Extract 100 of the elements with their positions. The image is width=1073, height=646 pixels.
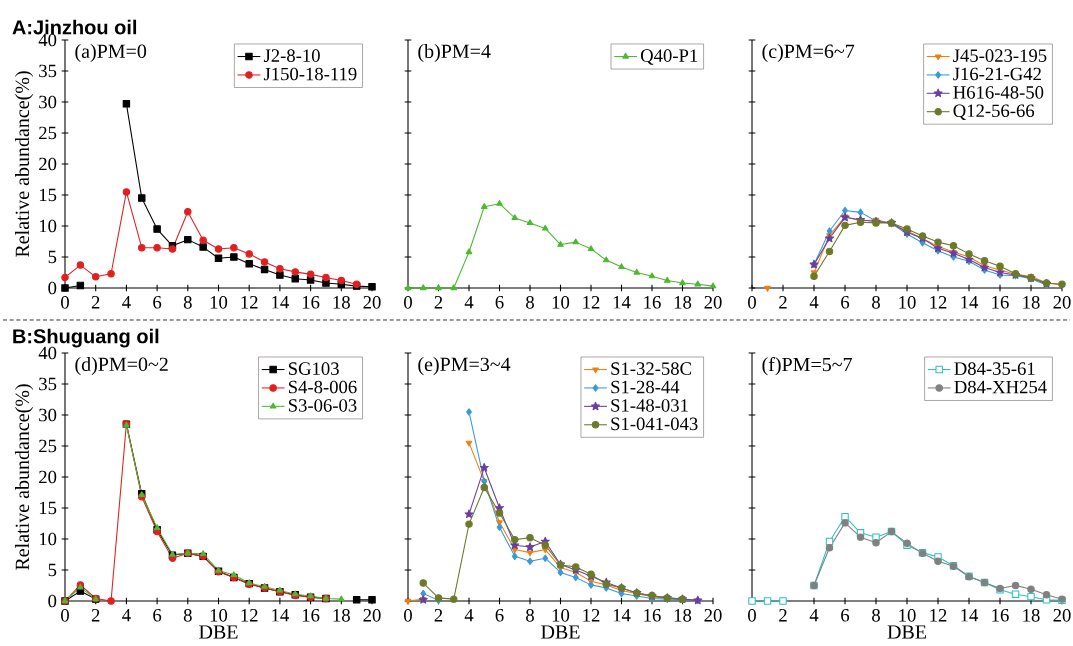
x-tick-label: 12: [583, 609, 600, 622]
x-tick-label: 0: [404, 609, 412, 622]
y-tick-label: 0: [48, 594, 57, 608]
x-tick-label: 6: [841, 609, 850, 622]
x-tick-label: 8: [183, 296, 192, 309]
x-tick-label: 0: [748, 609, 756, 622]
x-tick-label: 8: [872, 296, 880, 309]
x-tick-label: 2: [779, 296, 787, 309]
x-tick-label: 4: [122, 609, 131, 622]
legend-label: S1-48-031: [611, 399, 688, 412]
text: A:Jinzhou oil: [12, 19, 137, 35]
x-tick-label: 12: [241, 296, 258, 309]
x-tick-label: 10: [210, 296, 228, 309]
x-tick-label: 0: [61, 296, 69, 309]
x-tick-label: 14: [961, 609, 979, 622]
x-tick-label: 18: [674, 609, 692, 622]
y-tick-label: 10: [39, 532, 57, 546]
x-tick-label: 20: [363, 609, 381, 622]
legend-label: D84-35-61: [954, 362, 1035, 375]
x-tick-label: 20: [704, 609, 722, 622]
chart-title: (e)PM=3~4: [418, 357, 511, 376]
x-tick-label: 16: [644, 609, 661, 622]
x-tick-label: 4: [809, 296, 819, 309]
x-tick-label: 14: [272, 296, 289, 309]
legend-label: J2-8-10: [263, 49, 320, 62]
legend-label: S4-8-006: [288, 380, 357, 394]
y-tick-label: 20: [39, 470, 57, 484]
x-tick-label: 14: [272, 609, 289, 622]
x-tick-label: 6: [495, 296, 504, 309]
y-tick-label: 40: [38, 33, 57, 47]
legend-label: J45-023-195: [953, 49, 1047, 62]
y-tick-label: 20: [39, 157, 57, 171]
legend-label: Q40-P1: [640, 49, 698, 65]
legend-label: S1-041-043: [611, 417, 698, 431]
y-axis-title: Relative abundance(%): [15, 384, 34, 570]
x-tick-label: 12: [930, 296, 947, 309]
x-tick-label: 6: [153, 296, 162, 309]
x-tick-label: 8: [183, 609, 192, 622]
x-tick-label: 10: [899, 296, 916, 309]
y-tick-label: 5: [48, 563, 57, 577]
x-tick-label: 2: [434, 296, 443, 309]
x-tick-label: 12: [930, 609, 947, 622]
y-tick-label: 0: [48, 281, 57, 295]
x-tick-label: 14: [613, 609, 631, 622]
y-tick-label: 5: [48, 250, 57, 264]
x-tick-label: 4: [464, 609, 474, 622]
x-tick-label: 16: [644, 296, 661, 309]
x-tick-label: 18: [333, 609, 350, 622]
x-tick-label: 20: [704, 296, 722, 309]
x-tick-label: 18: [1023, 296, 1040, 309]
legend-label: SG103: [288, 362, 339, 375]
x-tick-label: 4: [464, 296, 474, 309]
y-tick-label: 40: [38, 346, 57, 360]
x-axis-title: DBE: [541, 625, 580, 639]
y-tick-label: 35: [39, 377, 57, 391]
x-tick-label: 0: [404, 296, 412, 309]
chart-title: (a)PM=0: [75, 43, 147, 63]
x-tick-label: 20: [1053, 296, 1071, 309]
legend-label: J16-21-G42: [953, 67, 1041, 81]
chart-title: (d)PM=0~2: [75, 357, 168, 376]
legend-label: Q12-56-66: [953, 104, 1035, 120]
x-tick-label: 2: [91, 609, 100, 622]
x-tick-label: 12: [583, 296, 600, 309]
x-tick-label: 18: [333, 296, 350, 309]
x-tick-label: 20: [363, 296, 381, 309]
y-tick-label: 25: [39, 126, 57, 140]
x-tick-label: 10: [210, 609, 228, 622]
x-axis-title: DBE: [887, 625, 926, 639]
x-tick-label: 14: [961, 296, 979, 309]
x-tick-label: 10: [552, 609, 570, 622]
x-tick-label: 16: [302, 296, 320, 309]
x-tick-label: 18: [674, 296, 692, 309]
legend-label: S1-32-58C: [611, 362, 691, 375]
x-tick-label: 8: [526, 609, 534, 622]
x-tick-label: 16: [992, 296, 1009, 309]
x-tick-label: 8: [872, 609, 880, 622]
x-tick-label: 2: [779, 609, 787, 622]
x-tick-label: 2: [434, 609, 443, 622]
x-tick-label: 14: [613, 296, 631, 309]
y-tick-label: 15: [39, 188, 57, 202]
chart-title: (f)PM=5~7: [762, 356, 852, 376]
chart-title: (c)PM=6~7: [762, 43, 855, 63]
legend-label: S1-28-44: [611, 380, 680, 394]
text: B:Shuguang oil: [13, 328, 159, 348]
x-tick-label: 18: [1023, 609, 1040, 622]
x-tick-label: 16: [992, 609, 1009, 622]
x-tick-label: 4: [122, 296, 131, 309]
x-tick-label: 4: [809, 609, 819, 622]
legend-label: S3-06-03: [288, 399, 357, 412]
x-tick-label: 0: [61, 609, 69, 622]
x-tick-label: 6: [153, 609, 162, 622]
y-tick-label: 30: [39, 95, 57, 109]
y-tick-label: 25: [39, 439, 57, 453]
chart-title: (b)PM=4: [418, 43, 491, 63]
x-axis-title: DBE: [199, 625, 238, 639]
x-tick-label: 20: [1053, 609, 1071, 622]
x-tick-label: 0: [748, 296, 756, 309]
x-tick-label: 12: [241, 609, 258, 622]
y-tick-label: 30: [39, 408, 57, 422]
y-tick-label: 15: [39, 501, 57, 515]
